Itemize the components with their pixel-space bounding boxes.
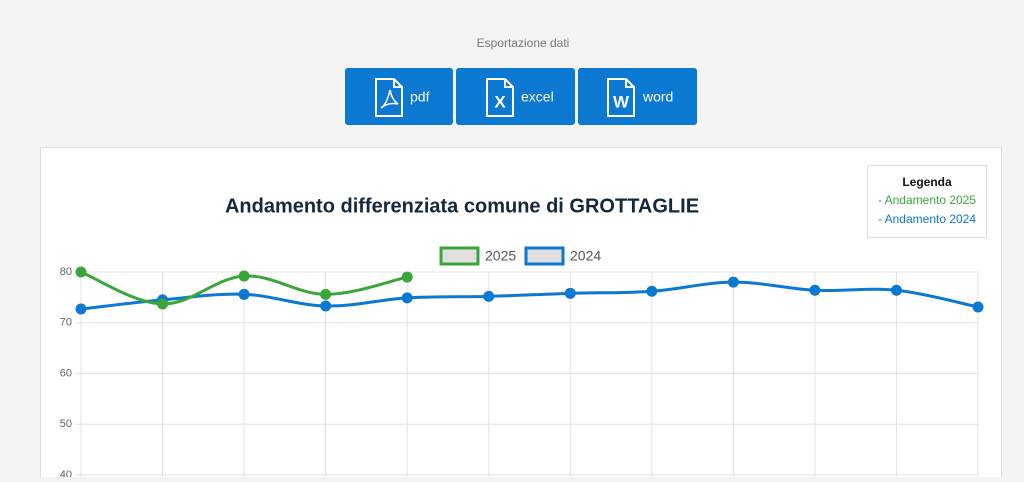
point: [75, 266, 87, 278]
point: [75, 303, 87, 315]
point: [483, 290, 495, 302]
button-bg: [345, 68, 453, 125]
point: [320, 300, 332, 312]
point: [157, 298, 169, 310]
legend-label: 2024: [570, 248, 601, 264]
point: [890, 284, 902, 296]
point: [238, 270, 250, 282]
side-legend-item: - Andamento 2025: [878, 193, 976, 207]
series-line: [80, 280, 979, 311]
pdf-glyph: [380, 89, 399, 109]
y-tick-label: 80: [60, 266, 72, 278]
button-bg: [578, 68, 697, 125]
y-tick-label: 60: [60, 367, 72, 379]
point: [320, 288, 332, 300]
excel-button[interactable]: X excel: [456, 68, 575, 125]
button-bg: [456, 68, 575, 125]
point: [727, 276, 739, 288]
word-button[interactable]: W word: [578, 68, 697, 125]
export-label: Esportazione dati: [477, 36, 570, 50]
point: [972, 301, 984, 313]
legend-label: 2025: [485, 248, 516, 264]
y-tick-label: 50: [60, 418, 72, 430]
excel-icon: [486, 78, 514, 117]
pdf-button[interactable]: pdf: [345, 68, 453, 125]
pdf-icon: [375, 78, 403, 117]
chart-title: Andamento differenziata comune di GROTTA…: [225, 195, 699, 217]
point: [238, 288, 250, 300]
y-tick-label: 40: [60, 469, 72, 477]
y-tick-label: 70: [60, 317, 72, 329]
chart-panel: [40, 147, 1002, 482]
button-label: excel: [521, 89, 554, 105]
button-label: word: [642, 89, 673, 105]
side-legend-title: Legenda: [902, 175, 952, 189]
excel-glyph: X: [494, 92, 506, 111]
word-icon: [607, 78, 635, 117]
point: [401, 271, 413, 283]
legend-swatch: [524, 246, 565, 266]
point: [646, 285, 658, 297]
side-legend-item: - Andamento 2024: [878, 212, 976, 226]
point: [564, 287, 576, 299]
point: [401, 292, 413, 304]
point: [809, 284, 821, 296]
word-glyph: W: [613, 92, 630, 111]
button-label: pdf: [410, 89, 430, 105]
legend-swatch: [439, 246, 480, 266]
side-legend: [867, 165, 987, 238]
